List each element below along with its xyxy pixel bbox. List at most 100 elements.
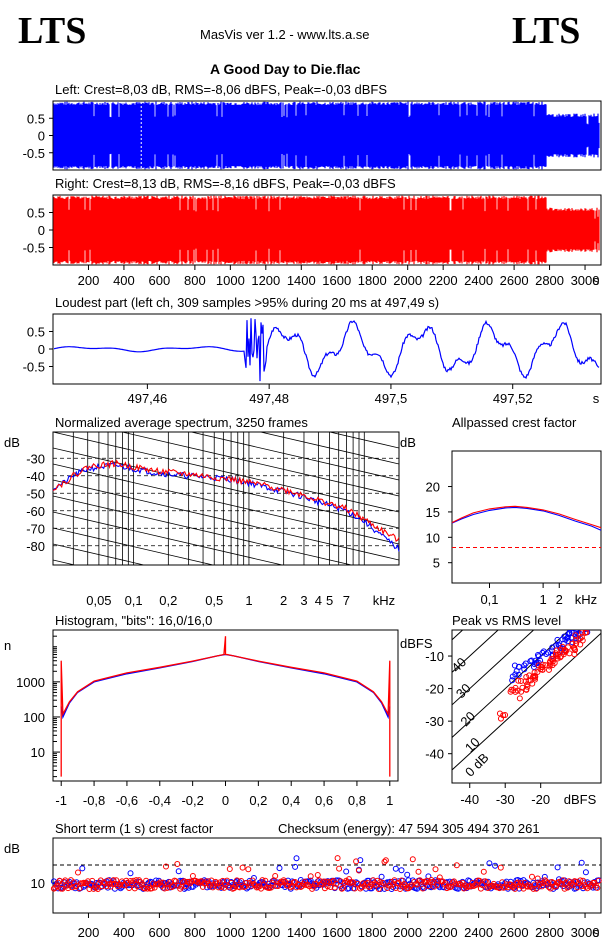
peak-vs-rms-point (572, 632, 579, 639)
loudest-part-ytick-label: 0.5 (27, 325, 45, 340)
peak-vs-rms-point (577, 635, 584, 642)
short-term-crest-point (84, 878, 91, 885)
short-term-crest-xtick-label: 600 (149, 925, 171, 940)
short-term-crest-point (180, 879, 186, 886)
histogram-xtick-label: 0 (222, 793, 229, 808)
short-term-crest-point (424, 877, 430, 884)
loudest-part-xtick-label: 497,52 (493, 391, 533, 406)
short-term-crest-point (287, 884, 294, 891)
peak-vs-rms-point (565, 637, 572, 644)
histogram-xtick-label: -0,6 (116, 793, 138, 808)
histogram-xtick-label: 1 (386, 793, 393, 808)
spectrum-slope-line (53, 495, 354, 565)
short-term-crest-point (161, 885, 168, 892)
short-term-crest-point (137, 879, 144, 886)
short-term-crest-point (272, 873, 279, 879)
peak-vs-rms-point (579, 630, 586, 636)
peak-vs-rms-point (513, 668, 520, 675)
left-waveform-title: Left: Crest=8,03 dB, RMS=-8,06 dBFS, Pea… (55, 82, 387, 97)
short-term-crest-point (492, 862, 499, 869)
app-version: MasVis ver 1.2 - www.lts.a.se (200, 27, 370, 42)
allpassed-crest-factor-xtick-label: 2 (556, 592, 563, 607)
short-term-crest-point (130, 877, 137, 884)
short-term-crest-point (452, 880, 459, 887)
average-spectrum-xtick-label: 1 (245, 593, 252, 608)
short-term-crest-point (126, 885, 133, 891)
short-term-crest-point (530, 879, 537, 886)
short-term-crest-xtick-label: 1400 (287, 925, 316, 940)
peak-vs-rms-series-0 (509, 630, 591, 684)
short-term-crest-point (243, 879, 250, 886)
histogram-ytick-label: 100 (23, 710, 45, 725)
short-term-crest-point (357, 885, 364, 892)
short-term-crest-point (407, 883, 413, 890)
short-term-crest-point (119, 878, 125, 885)
waveform-xtick-label: 1800 (358, 273, 387, 288)
histogram-series-1 (60, 636, 391, 777)
spectrum-slope-line (328, 432, 399, 449)
waveform-xtick-label: 200 (78, 273, 100, 288)
short-term-crest-point (226, 866, 233, 872)
short-term-crest-point (546, 884, 552, 891)
short-term-crest-point (477, 885, 484, 892)
short-term-crest-point (280, 877, 287, 884)
short-term-crest-point (558, 880, 565, 887)
short-term-crest-xtick-label: 1000 (216, 925, 245, 940)
short-term-crest-point (370, 877, 377, 884)
short-term-crest-xtick-label: 2600 (500, 925, 529, 940)
short-term-crest-point (307, 877, 314, 884)
short-term-crest-point (164, 884, 171, 891)
left-waveform-envelope (53, 101, 600, 170)
peak-vs-rms-point (523, 674, 530, 681)
short-term-crest-point (53, 882, 60, 889)
average-spectrum-ylabel: dB (4, 435, 20, 450)
track-title: A Good Day to Die.flac (210, 61, 361, 77)
allpassed-crest-factor-ytick-label: 15 (426, 505, 440, 520)
short-term-crest-xunit: s (593, 925, 600, 940)
short-term-crest-point (381, 858, 388, 865)
short-term-crest-point (242, 883, 249, 890)
short-term-crest-point (109, 880, 116, 887)
short-term-crest-point (170, 883, 177, 889)
short-term-crest-series-1 (50, 855, 602, 892)
allpassed-crest-factor-xunit: kHz (575, 592, 597, 607)
short-term-crest-point (418, 878, 425, 885)
loudest-part-xtick-label: 497,46 (127, 391, 167, 406)
short-term-crest-point (313, 881, 320, 888)
short-term-crest-point (117, 881, 124, 888)
short-term-crest-point (453, 862, 460, 869)
peak-vs-rms-point (521, 666, 528, 673)
short-term-crest-point (517, 880, 524, 887)
short-term-crest-point (59, 885, 66, 892)
short-term-crest-point (578, 883, 585, 890)
histogram-title: Histogram, "bits": 16,0/16,0 (55, 613, 212, 628)
short-term-crest-point (431, 883, 438, 890)
short-term-crest-point (378, 873, 385, 880)
short-term-crest-point (414, 881, 421, 888)
peak-vs-rms-point (539, 661, 546, 668)
short-term-crest-point (334, 855, 341, 862)
peak-vs-rms-point (571, 651, 578, 658)
short-term-crest-point (422, 879, 429, 886)
peak-vs-rms-point (516, 695, 523, 702)
short-term-crest-point (415, 868, 422, 875)
histogram-xtick-label: -0,2 (181, 793, 203, 808)
short-term-crest-point (168, 884, 175, 891)
short-term-crest-point (86, 886, 93, 892)
peak-vs-rms-point (546, 659, 553, 666)
loudest-part-xtick-label: 497,48 (249, 391, 289, 406)
short-term-crest-point (113, 877, 120, 884)
peak-vs-rms-point (574, 630, 581, 633)
short-term-crest-point (495, 883, 501, 890)
short-term-crest-point (480, 868, 487, 875)
spectrum-slope-line (53, 463, 399, 545)
short-term-crest-point (374, 877, 381, 884)
right-waveform-title: Right: Crest=8,13 dB, RMS=-8,16 dBFS, Pe… (55, 176, 396, 191)
spectrum-slope-line (53, 432, 399, 513)
short-term-crest-point (582, 869, 589, 876)
peak-vs-rms-point (560, 649, 567, 656)
short-term-crest-point (211, 881, 218, 888)
short-term-crest-point (354, 880, 361, 887)
peak-vs-rms-point (500, 712, 507, 719)
